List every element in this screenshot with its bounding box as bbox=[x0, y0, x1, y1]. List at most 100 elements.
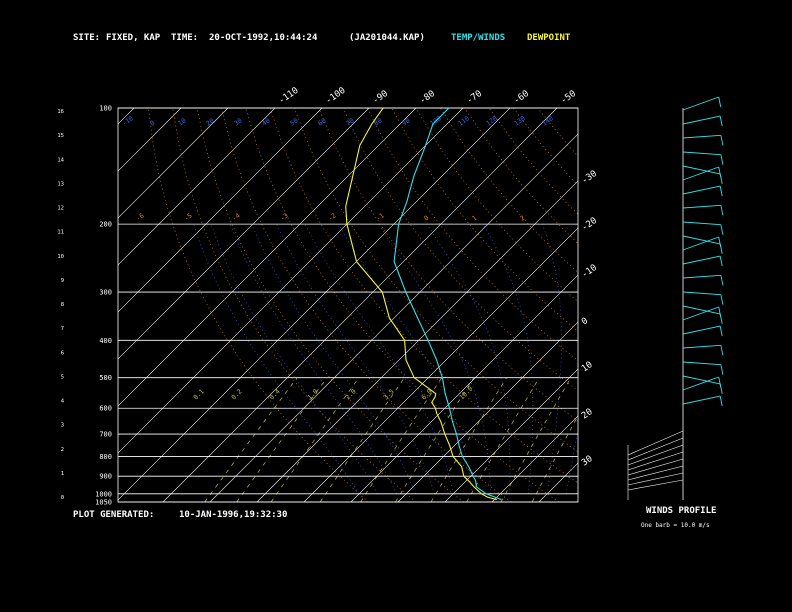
adiabat-label: 110 bbox=[457, 114, 471, 127]
pressure-tick-label: 900 bbox=[99, 473, 112, 481]
barb-scale-note: One barb = 10.0 m/s bbox=[641, 522, 710, 529]
file-name: (JA201044.KAP) bbox=[349, 33, 425, 43]
pressure-tick-label: 1050 bbox=[95, 499, 112, 507]
adiabat-label: 50 bbox=[289, 117, 300, 128]
mixing-ratio-label: 3.5 bbox=[382, 387, 396, 401]
adiabat-label: 30 bbox=[233, 117, 244, 128]
mixing-ratio-label: 0.2 bbox=[230, 387, 244, 401]
moist-adiabat bbox=[251, 223, 416, 494]
moist-adiabat bbox=[304, 223, 454, 494]
wind-barb bbox=[682, 255, 721, 265]
wind-barb-flag bbox=[719, 396, 723, 407]
isotherm-line bbox=[350, 274, 578, 502]
pressure-tick-label: 100 bbox=[99, 105, 112, 113]
adiabat-label: -10 bbox=[121, 114, 135, 127]
isotherm-line bbox=[491, 415, 578, 502]
mixing-ratio-label: 0.1 bbox=[192, 387, 206, 401]
height-tick-label: 3 bbox=[61, 423, 64, 429]
wind-barb bbox=[682, 306, 719, 321]
wind-barb-flag bbox=[720, 224, 724, 235]
wind-barb-flag bbox=[719, 256, 723, 267]
wind-barb-flag bbox=[718, 376, 722, 388]
mixing-ratio-label: 10.0 bbox=[458, 385, 475, 402]
height-tick-label: 6 bbox=[61, 350, 64, 356]
adiabat-label: 80 bbox=[373, 117, 384, 128]
isotherm-line bbox=[118, 108, 276, 266]
isotherm-line bbox=[118, 108, 182, 172]
isotherm-line bbox=[397, 321, 578, 502]
wind-barb bbox=[682, 375, 721, 385]
winds-profile-title: WINDS PROFILE bbox=[646, 506, 717, 516]
isotherm-line bbox=[118, 108, 370, 360]
top-temp-label: -60 bbox=[512, 89, 531, 107]
mixing-ratio-label: 1.0 bbox=[306, 387, 320, 401]
height-tick-label: 9 bbox=[61, 278, 64, 284]
wind-hodograph-line bbox=[627, 430, 684, 456]
plot-frame bbox=[117, 107, 579, 503]
isotherm-line bbox=[118, 108, 323, 313]
wind-barb-flag bbox=[718, 306, 722, 318]
isotherm-line bbox=[633, 108, 792, 502]
wind-barb-flag bbox=[720, 275, 724, 286]
pressure-tick-label: 1000 bbox=[95, 490, 112, 498]
wind-barb bbox=[682, 151, 721, 156]
wind-barb bbox=[682, 185, 721, 195]
height-tick-label: 14 bbox=[57, 157, 64, 163]
wind-barb bbox=[682, 165, 721, 175]
height-tick-label: 4 bbox=[61, 399, 65, 405]
wind-barb bbox=[682, 325, 721, 335]
dewpoint-trace bbox=[345, 107, 497, 501]
height-tick-label: 1 bbox=[61, 471, 64, 477]
dry-adiabat bbox=[440, 108, 578, 273]
right-temp-label: 0 bbox=[580, 316, 590, 327]
dry-adiabat bbox=[318, 108, 578, 422]
wind-barb bbox=[682, 305, 721, 315]
right-temp-label: 10 bbox=[580, 360, 595, 374]
wind-barb bbox=[682, 361, 721, 366]
top-temp-label: -80 bbox=[418, 89, 437, 107]
wind-barb-flag bbox=[720, 364, 724, 375]
wind-barb-flag bbox=[718, 166, 722, 178]
wind-hodograph-line bbox=[627, 458, 684, 476]
wind-barb bbox=[682, 376, 719, 391]
wind-barb bbox=[682, 115, 721, 125]
dry-adiabat bbox=[269, 108, 578, 484]
adiabat-label: 20 bbox=[205, 117, 216, 128]
wind-barb bbox=[682, 204, 721, 209]
isotherm-line bbox=[303, 227, 578, 502]
height-tick-label: 16 bbox=[57, 109, 64, 115]
wind-barb bbox=[682, 395, 721, 405]
wind-barb-flag bbox=[719, 116, 723, 127]
wind-hodograph-line bbox=[627, 472, 684, 486]
time-label: TIME: bbox=[171, 33, 199, 43]
theta-label: -3 bbox=[279, 212, 290, 223]
mixing-ratio-label: 2.0 bbox=[344, 387, 358, 401]
dry-adiabat bbox=[293, 108, 578, 453]
wind-hodograph-line bbox=[627, 465, 684, 481]
wind-barb-flag bbox=[718, 96, 722, 108]
theta-label: 2 bbox=[519, 214, 527, 223]
moist-adiabat bbox=[542, 223, 562, 494]
isotherm-line bbox=[118, 108, 135, 125]
wind-barb bbox=[682, 235, 721, 245]
isotherm-line bbox=[0, 108, 87, 502]
right-temp-label: 20 bbox=[580, 407, 595, 421]
isotherm-line bbox=[118, 108, 229, 219]
pressure-tick-label: 400 bbox=[99, 337, 112, 345]
right-temp-label: -10 bbox=[580, 263, 599, 281]
wind-barb bbox=[682, 221, 721, 226]
pressure-tick-label: 200 bbox=[99, 221, 112, 229]
dry-adiabat bbox=[513, 108, 578, 186]
wind-barb bbox=[682, 291, 721, 296]
mixing-ratio-line bbox=[500, 377, 572, 502]
dry-adiabat bbox=[488, 108, 578, 215]
time-value: 20-OCT-1992,10:44:24 bbox=[209, 33, 318, 43]
wind-profile-panel bbox=[627, 96, 724, 500]
wind-barb-flag bbox=[720, 154, 724, 165]
mixing-ratio-line bbox=[360, 377, 442, 502]
mixing-ratio-line bbox=[531, 415, 578, 502]
wind-barb-flag bbox=[720, 205, 724, 216]
pressure-tick-label: 800 bbox=[99, 453, 112, 461]
isotherm-line bbox=[118, 108, 464, 454]
height-tick-label: 12 bbox=[57, 206, 64, 212]
